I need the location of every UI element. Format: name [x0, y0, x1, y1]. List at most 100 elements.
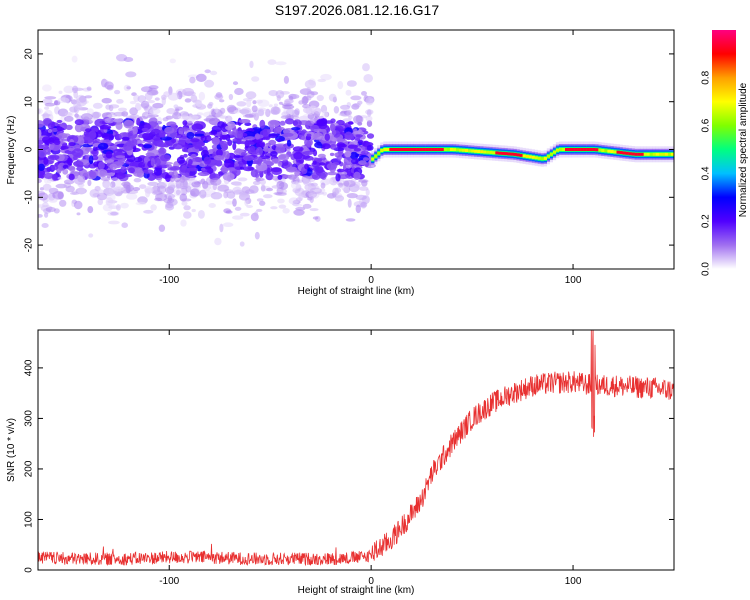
spectrogram-noise-blob [197, 210, 205, 219]
spectrogram-noise-blob [326, 162, 338, 170]
spectrogram-noise-blob [273, 192, 283, 195]
spectrogram-noise-blob [220, 140, 228, 150]
spectrogram-noise-blob [273, 103, 278, 107]
spectrogram-noise-blob [113, 111, 125, 117]
spectrogram-noise-blob [254, 172, 260, 179]
spectrogram-tone-segment [413, 148, 417, 151]
spectrogram-noise-blob [199, 189, 207, 199]
spectrogram-noise-blob [305, 106, 315, 116]
spectrogram-noise-blob [275, 90, 285, 99]
spectrogram-tone-segment [577, 148, 581, 151]
spectrogram-noise-blob [355, 204, 361, 214]
spectrogram-noise-blob [91, 111, 102, 119]
spectrogram-noise-blob [293, 203, 303, 207]
spectrogram-noise-blob [126, 193, 138, 200]
spectrogram-noise-blob [102, 182, 113, 189]
spectrogram-noise-blob [73, 200, 83, 210]
spectrogram-tone-segment [477, 150, 481, 153]
spectrogram-tone-segment [671, 152, 674, 156]
spectrogram-tone-segment [561, 148, 566, 151]
spectrogram-noise-blob [46, 166, 52, 172]
spectrogram-noise-blob [143, 124, 152, 130]
spectrogram-noise-blob [38, 214, 43, 218]
spectrogram-noise-blob [115, 155, 126, 159]
spectrogram-tone-segment [377, 151, 381, 155]
spectrogram-tone-segment [574, 148, 578, 151]
spectrogram-noise-blob [101, 132, 110, 139]
snr-x-tick-label: 0 [368, 576, 374, 587]
spectrogram-noise-blob [183, 211, 192, 219]
spectrogram-noise-blob [272, 106, 281, 115]
spectrogram-noise-blob [260, 184, 266, 192]
spectrogram-noise-blob [274, 61, 287, 66]
spectrogram-tone-segment [622, 151, 626, 155]
spectrogram-noise-blob [365, 115, 373, 122]
spectrogram-tone-segment [434, 148, 438, 151]
spectrogram-noise-blob [51, 173, 58, 181]
spectrogram-noise-blob [271, 185, 282, 189]
spectrogram-noise-blob [43, 172, 54, 179]
spectrogram-noise-blob [312, 160, 317, 165]
spectrogram-noise-blob [322, 110, 329, 119]
spectrogram-noise-blob [240, 152, 248, 156]
spectrogram-noise-blob [166, 108, 176, 115]
spectrogram-tone-segment [516, 153, 520, 157]
spectrogram-noise-blob [68, 142, 76, 147]
spectrogram-noise-blob [49, 165, 59, 171]
spectrogram-noise-blob [184, 98, 192, 103]
colorbar-tick-label: 0.0 [701, 262, 712, 276]
spectrogram-noise-blob [234, 87, 244, 96]
spectrogram-noise-blob [244, 113, 254, 118]
spectrogram-noise-blob [46, 151, 51, 155]
snr-y-tick-label: 0 [24, 567, 35, 573]
spectrogram-noise-blob [132, 126, 138, 135]
spectrogram-noise-blob [285, 118, 295, 125]
spectrogram-tone-segment [604, 149, 608, 153]
spectrogram-noise-blob [114, 89, 121, 95]
spectrogram-noise-blob [224, 160, 235, 169]
spectrogram-tone-segment [652, 152, 656, 156]
spectrogram-noise-blob [92, 102, 103, 109]
spectrogram-noise-blob [316, 167, 324, 174]
spectrogram-tone-segment [640, 152, 644, 156]
spectrogram-noise-blob [309, 187, 322, 194]
spectrogram-noise-blob [204, 69, 211, 74]
spectrogram-noise-blob [310, 91, 319, 96]
snr-y-tick-label: 200 [24, 460, 35, 477]
spectrogram-noise-blob [222, 222, 234, 227]
spectrogram-tone-segment [501, 151, 505, 155]
spectrogram-noise-blob [77, 186, 86, 195]
spectrogram-noise-blob [203, 156, 212, 165]
spectrogram-noise-blob [277, 174, 283, 180]
spectrogram-noise-blob [282, 208, 290, 214]
spectrogram-x-tick-label: 100 [565, 275, 582, 286]
spectrogram-noise-blob [283, 75, 289, 84]
figure-title: S197.2026.081.12.16.G17 [275, 2, 439, 18]
spectrogram-noise-blob [87, 179, 92, 187]
spectrogram-noise-blob [108, 104, 120, 109]
spectrogram-noise-blob [120, 202, 129, 209]
spectrogram-noise-blob [125, 115, 137, 119]
spectrogram-tone-segment [422, 148, 426, 151]
spectrogram-tone-segment [504, 152, 508, 156]
spectrogram-noise-blob [123, 119, 134, 129]
spectrogram-noise-blob [232, 142, 237, 151]
spectrogram-noise-blob [53, 139, 61, 145]
spectrogram-noise-blob [116, 99, 124, 104]
spectrogram-tone-segment [389, 148, 393, 151]
spectrogram-noise-blob [76, 166, 84, 172]
snr-y-tick-label: 400 [24, 359, 35, 376]
spectrogram-tone-segment [598, 148, 602, 152]
spectrogram-noise-blob [244, 136, 256, 141]
spectrogram-noise-blob [343, 156, 353, 166]
spectrogram-noise-blob [282, 159, 289, 167]
spectrogram-noise-blob [256, 146, 263, 156]
spectrogram-noise-blob [105, 104, 111, 110]
spectrogram-noise-blob [254, 177, 265, 181]
spectrogram-noise-blob [104, 117, 114, 124]
spectrogram-noise-blob [137, 95, 147, 103]
spectrogram-noise-blob [256, 198, 264, 202]
spectrogram-noise-blob [44, 177, 49, 184]
spectrogram-noise-blob [182, 120, 188, 126]
